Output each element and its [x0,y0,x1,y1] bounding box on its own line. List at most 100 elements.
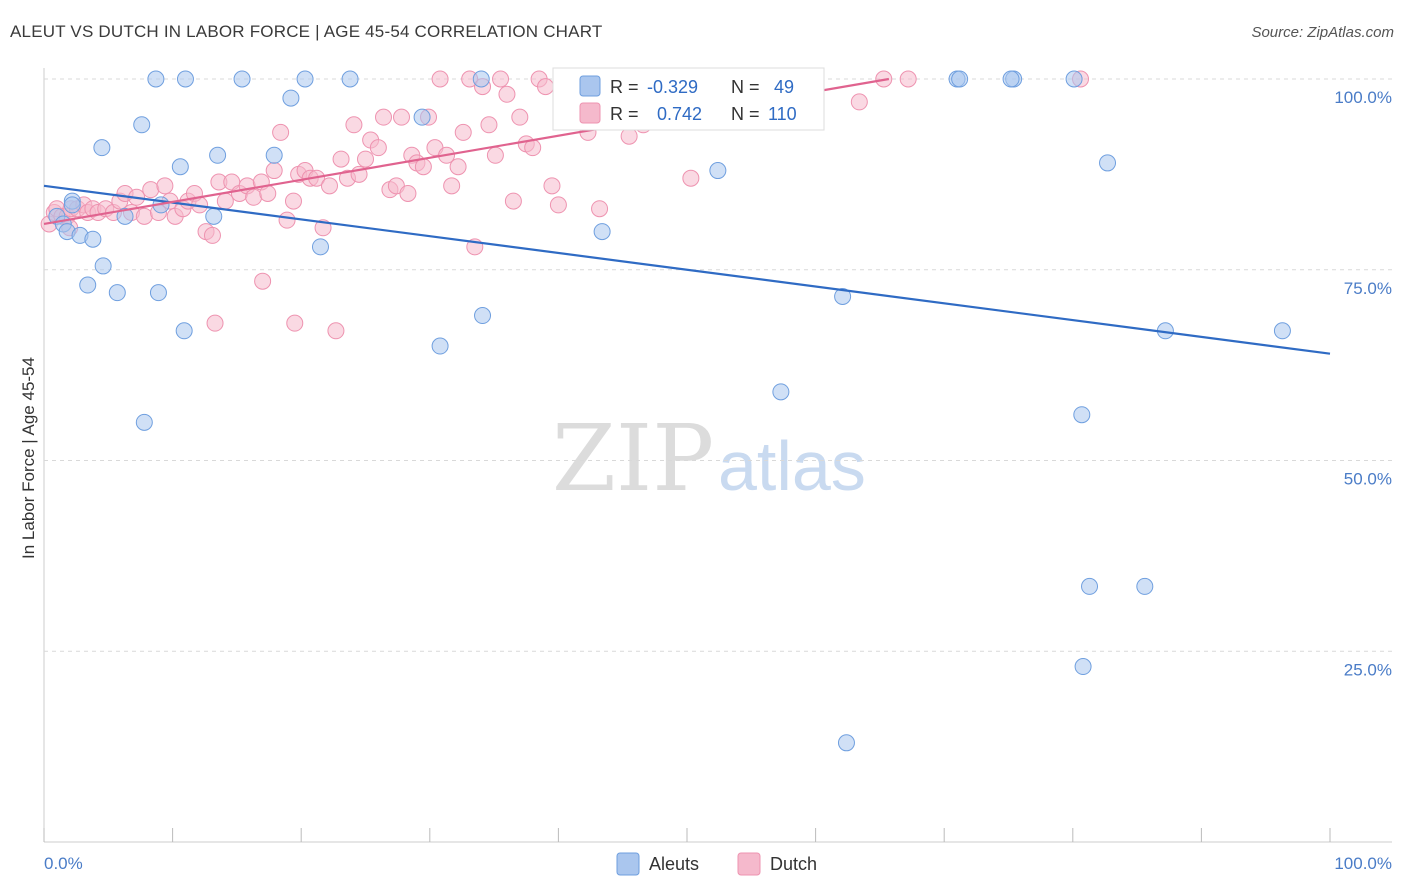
stats-legend: R = -0.329 N = 49 R = 0.742 N = 110 [552,67,825,131]
aleut-point-36 [1065,70,1083,88]
aleut-point-45 [116,207,134,225]
aleut-point-17 [209,146,227,164]
aleut-point-14 [171,158,189,176]
chart-title: ALEUT VS DUTCH IN LABOR FORCE | AGE 45-5… [10,22,603,41]
source-credit: Source: ZipAtlas.com [1251,24,1394,41]
aleut-point-37 [1073,406,1091,424]
aleut-legend-swatch [579,75,601,97]
dutch-legend-label: Dutch [770,854,817,874]
aleut-point-6 [79,276,97,294]
dutch-point-100 [850,93,868,111]
aleut-point-23 [311,238,329,256]
y-tick-label-25: 25.0% [1344,660,1392,679]
dutch-point-108 [591,200,609,218]
aleut-point-38 [1081,577,1099,595]
aleut-point-40 [1074,658,1092,676]
aleut-point-11 [149,284,167,302]
dutch-point-109 [682,169,700,187]
x-tick-label-min: 0.0% [44,854,83,873]
aleut-point-39 [1136,577,1154,595]
watermark-zip: ZIP [552,405,714,512]
aleut-trend-line [43,184,1331,355]
dutch-point-105 [206,314,224,332]
dutch-point-48 [332,150,350,168]
aleut-point-44 [1002,70,1020,88]
aleut-point-31 [772,383,790,401]
dutch-point-34 [245,188,263,206]
series-legend: Aleuts Dutch [616,852,817,876]
aleut-n-value: 49 [774,77,794,97]
dutch-point-40 [284,192,302,210]
y-tick-label-100: 100.0% [1334,88,1392,107]
x-tick-label-max: 100.0% [1334,854,1392,873]
dutch-point-58 [393,108,411,126]
dutch-point-69 [454,123,472,141]
dutch-n-label: N = [731,104,760,124]
aleut-point-30 [709,162,727,180]
watermark-atlas: atlas [718,427,866,505]
dutch-point-52 [357,150,374,168]
dutch-legend-swatch [579,102,601,124]
dutch-point-37 [265,162,283,180]
aleut-point-32 [834,287,852,305]
dutch-point-28 [203,226,221,244]
dutch-point-47 [327,322,345,340]
dutch-n-value: 110 [768,104,797,124]
aleut-point-20 [265,146,283,164]
aleut-point-35 [1099,154,1117,172]
aleut-point-12 [147,70,165,88]
aleuts-legend-swatch [616,852,640,876]
dutch-point-67 [443,177,461,195]
dutch-r-value: 0.742 [657,104,702,124]
dutch-point-106 [254,272,272,290]
aleut-point-25 [413,108,431,126]
aleut-point-29 [593,223,611,241]
aleut-points [48,70,1291,752]
aleut-point-26 [431,337,449,355]
aleut-point-24 [341,70,359,88]
aleut-point-9 [93,139,111,157]
dutch-point-39 [278,211,296,229]
aleut-point-10 [135,413,153,431]
dutch-point-59 [399,184,417,202]
dutch-point-76 [498,85,516,103]
aleut-point-21 [282,89,300,107]
aleut-r-value: -0.329 [647,77,698,97]
dutch-point-84 [549,196,567,214]
dutch-point-20 [156,177,174,195]
aleut-point-16 [176,70,194,88]
dutch-point-88 [620,127,638,145]
dutch-point-68 [449,158,467,176]
aleut-point-48 [951,70,969,88]
aleut-r-label: R = [610,77,639,97]
dutch-point-73 [480,116,498,134]
aleut-point-27 [472,70,490,88]
dutch-point-18 [142,181,160,199]
dutch-point-62 [414,158,432,176]
aleut-point-42 [1273,322,1291,340]
aleut-point-19 [233,70,251,88]
aleut-n-label: N = [731,77,760,97]
dutch-point-17 [135,207,153,225]
aleut-point-5 [84,230,102,248]
dutch-point-107 [286,314,304,332]
aleut-point-22 [296,70,314,88]
dutch-point-38 [272,123,290,141]
dutch-point-77 [504,192,522,210]
dutch-point-50 [345,116,363,134]
dutch-point-78 [511,108,529,126]
dutch-point-83 [543,177,561,195]
y-axis-label: In Labor Force | Age 45-54 [19,357,38,559]
dutch-point-55 [375,108,393,126]
aleut-point-15 [175,322,193,340]
y-tick-label-50: 50.0% [1344,470,1392,489]
dutch-r-label: R = [610,104,639,124]
y-tick-labels: 25.0% 50.0% 75.0% 100.0% [1334,88,1392,679]
y-tick-label-75: 75.0% [1344,279,1392,298]
aleut-point-33 [837,734,855,752]
aleut-point-28 [474,307,492,325]
aleuts-legend-label: Aleuts [649,854,699,874]
dutch-point-46 [320,177,338,195]
aleut-point-18 [205,207,223,225]
